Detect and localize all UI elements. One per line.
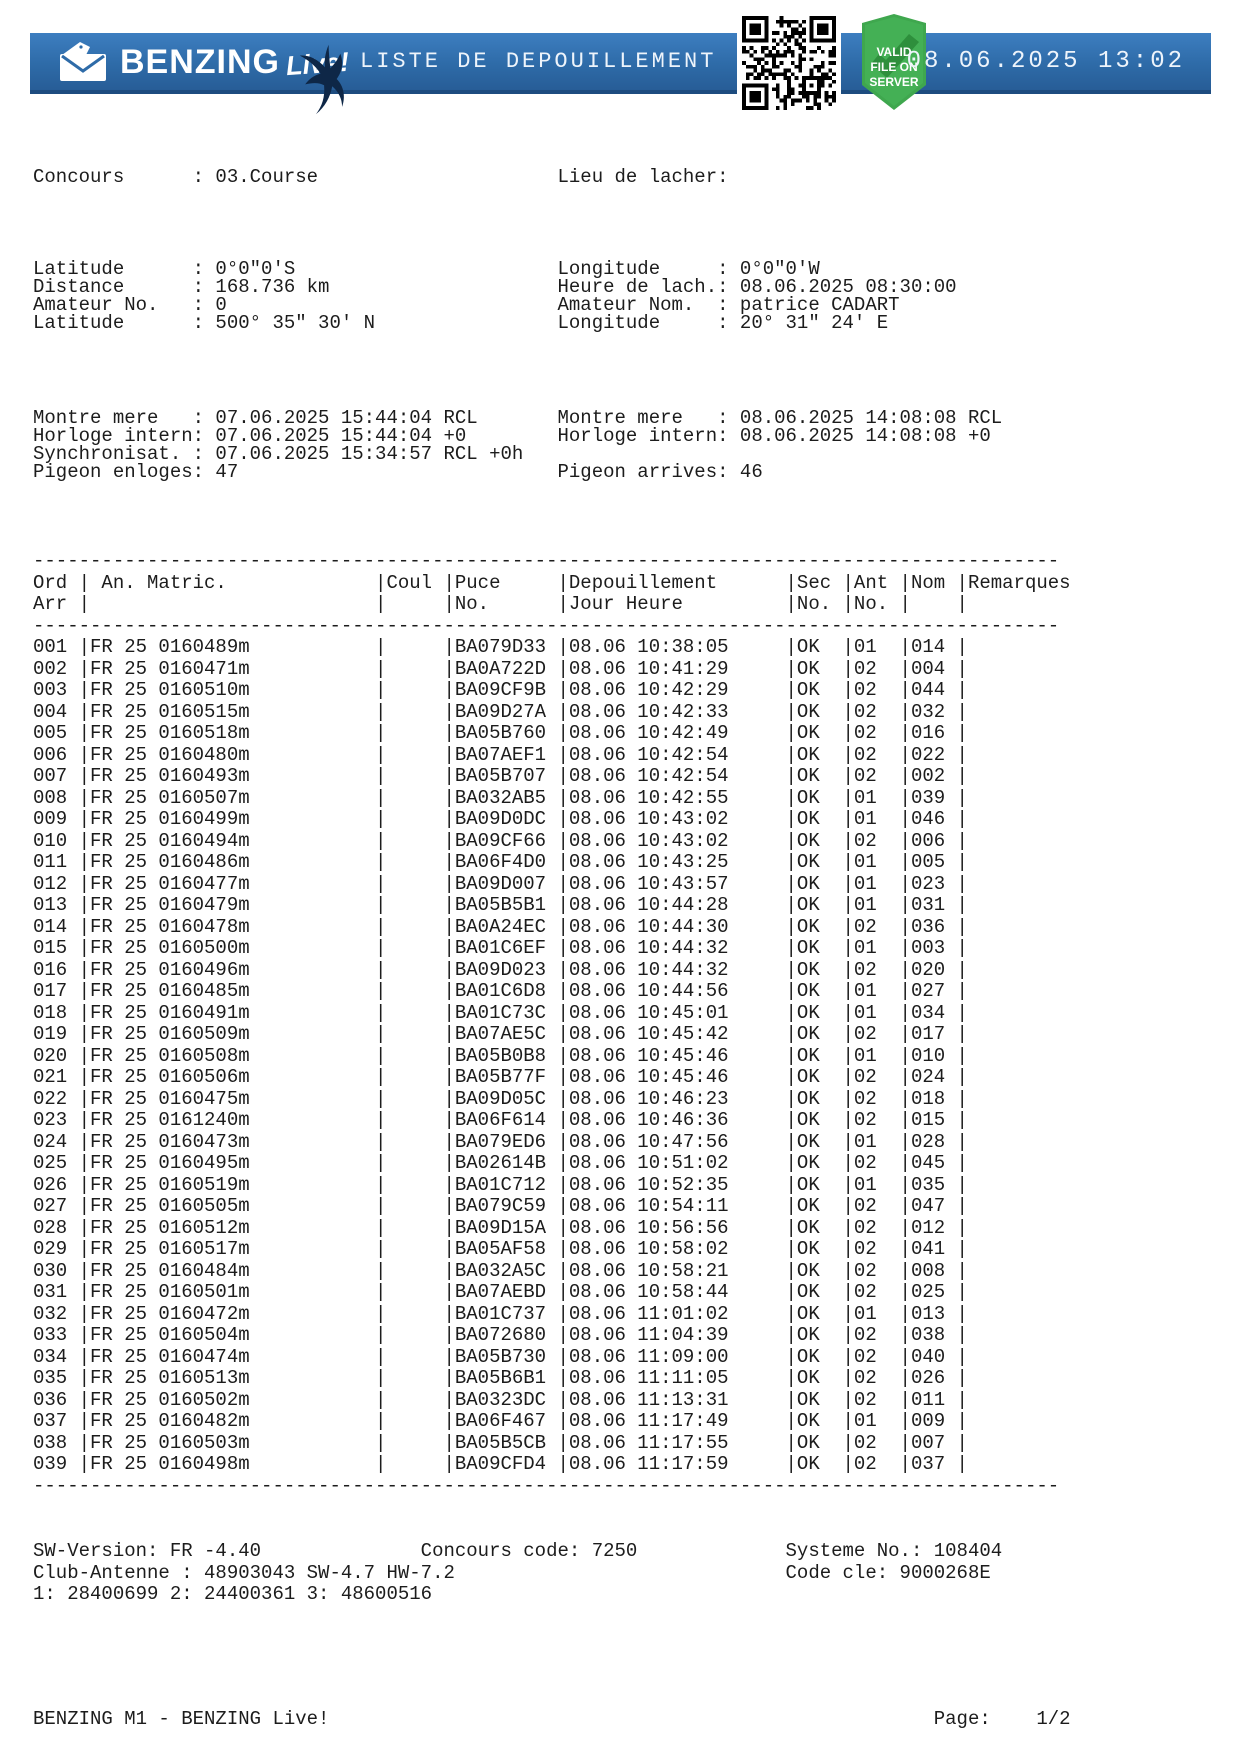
badge-line-3: SERVER (869, 75, 918, 89)
envelope-icon (60, 42, 106, 81)
header-timestamp: 08.06.2025 13:02 (906, 48, 1185, 75)
table-row: 021 |FR 25 0160506m | |BA05B77F |08.06 1… (33, 1066, 968, 1088)
table-row: 024 |FR 25 0160473m | |BA079ED6 |08.06 1… (33, 1130, 968, 1153)
info-line: Synchronisat. : 07.06.2025 15:34:57 RCL … (33, 443, 524, 465)
table-row: 038 |FR 25 0160503m | |BA05B5CB |08.06 1… (33, 1431, 968, 1454)
table-row: 013 |FR 25 0160479m | |BA05B5B1 |08.06 1… (33, 894, 968, 916)
table-row: 019 |FR 25 0160509m | |BA07AE5C |08.06 1… (33, 1023, 968, 1045)
table-row: 035 |FR 25 0160513m | |BA05B6B1 |08.06 1… (33, 1367, 968, 1389)
info-line: Distance : 168.736 km Heure de lach.: 08… (33, 276, 957, 298)
bird-icon (299, 44, 344, 115)
footer-line: Club-Antenne : 48903043 SW-4.7 HW-7.2 Co… (33, 1561, 991, 1584)
info-line: Concours : 03.Course Lieu de lacher: (33, 166, 740, 188)
table-row: 010 |FR 25 0160494m | |BA09CF66 |08.06 1… (33, 829, 968, 852)
table-row: 011 |FR 25 0160486m | |BA06F4D0 |08.06 1… (33, 851, 968, 873)
brand-text: BENZING (120, 43, 280, 81)
table-row: 029 |FR 25 0160517m | |BA05AF58 |08.06 1… (33, 1238, 968, 1260)
table-row: 037 |FR 25 0160482m | |BA06F467 |08.06 1… (33, 1410, 968, 1432)
table-row: 020 |FR 25 0160508m | |BA05B0B8 |08.06 1… (33, 1044, 968, 1067)
table-row: 036 |FR 25 0160502m | |BA0323DC |08.06 1… (33, 1388, 968, 1411)
table-row: 002 |FR 25 0160471m | |BA0A722D |08.06 1… (33, 657, 968, 680)
table-row: 033 |FR 25 0160504m | |BA072680 |08.06 1… (33, 1324, 968, 1346)
badge-line-2: FILE ON (870, 60, 917, 74)
table-header-row: Arr | | |No. |Jour Heure |No. |No. | | (33, 593, 968, 615)
badge-line-1: VALID (876, 45, 911, 59)
table-row: 015 |FR 25 0160500m | |BA01C6EF |08.06 1… (33, 937, 968, 959)
table-row: 003 |FR 25 0160510m | |BA09CF9B |08.06 1… (33, 679, 968, 701)
info-line: Latitude : 0°0"0'S Longitude : 0°0"0'W (33, 258, 820, 280)
table-row: 039 |FR 25 0160498m | |BA09CFD4 |08.06 1… (33, 1453, 968, 1475)
table-header-row: Ord | An. Matric. |Coul |Puce |Depouille… (33, 571, 1071, 594)
table-row: 008 |FR 25 0160507m | |BA032AB5 |08.06 1… (33, 786, 968, 809)
table-row: 034 |FR 25 0160474m | |BA05B730 |08.06 1… (33, 1345, 968, 1368)
table-row: 009 |FR 25 0160499m | |BA09D0DC |08.06 1… (33, 808, 968, 830)
table-row: 025 |FR 25 0160495m | |BA02614B |08.06 1… (33, 1152, 968, 1174)
table-row: 023 |FR 25 0161240m | |BA06F614 |08.06 1… (33, 1109, 968, 1131)
table-row: 031 |FR 25 0160501m | |BA07AEBD |08.06 1… (33, 1281, 968, 1303)
report-body: Concours : 03.Course Lieu de lacher: Lat… (33, 124, 1071, 1650)
info-line: Amateur No. : 0 Amateur Nom. : patrice C… (33, 294, 900, 316)
table-row: 032 |FR 25 0160472m | |BA01C737 |08.06 1… (33, 1302, 968, 1325)
table-row: 004 |FR 25 0160515m | |BA09D27A |08.06 1… (33, 700, 968, 723)
info-line: Pigeon enloges: 47 Pigeon arrives: 46 (33, 461, 763, 483)
report-table: ----------------------------------------… (33, 550, 1071, 1497)
table-row: 027 |FR 25 0160505m | |BA079C59 |08.06 1… (33, 1195, 968, 1217)
table-row: 005 |FR 25 0160518m | |BA05B760 |08.06 1… (33, 722, 968, 744)
qr-code (737, 10, 841, 116)
table-row: 022 |FR 25 0160475m | |BA09D05C |08.06 1… (33, 1087, 968, 1110)
table-row: 030 |FR 25 0160484m | |BA032A5C |08.06 1… (33, 1259, 968, 1282)
footer-line: 1: 28400699 2: 24400361 3: 48600516 (33, 1583, 433, 1605)
info-group-location: Latitude : 0°0"0'S Longitude : 0°0"0'W Di… (33, 258, 1071, 334)
page-footer-line: BENZING M1 - BENZING Live! Page: 1/2 (33, 1708, 1071, 1730)
table-row: 014 |FR 25 0160478m | |BA0A24EC |08.06 1… (33, 915, 968, 938)
info-group-concours: Concours : 03.Course Lieu de lacher: (33, 166, 1071, 188)
separator-line: ----------------------------------------… (33, 1474, 1060, 1497)
table-row: 017 |FR 25 0160485m | |BA01C6D8 |08.06 1… (33, 980, 968, 1002)
table-row: 001 |FR 25 0160489m | |BA079D33 |08.06 1… (33, 636, 968, 658)
info-line: Latitude : 500° 35" 30' N Longitude : 20… (33, 312, 889, 334)
table-row: 028 |FR 25 0160512m | |BA09D15A |08.06 1… (33, 1216, 968, 1239)
table-row: 012 |FR 25 0160477m | |BA09D007 |08.06 1… (33, 872, 968, 895)
valid-file-badge: VALID FILE ON SERVER (862, 14, 926, 110)
page-footer: BENZING M1 - BENZING Live! Page: 1/2 (33, 1708, 1071, 1730)
table-row: 018 |FR 25 0160491m | |BA01C73C |08.06 1… (33, 1001, 968, 1024)
table-row: 016 |FR 25 0160496m | |BA09D023 |08.06 1… (33, 958, 968, 981)
info-group-clocks: Montre mere : 07.06.2025 15:44:04 RCL Mo… (33, 407, 1071, 483)
separator-line: ----------------------------------------… (33, 614, 1060, 637)
info-line: Horloge intern: 07.06.2025 15:44:04 +0 H… (33, 425, 991, 447)
separator-line: ----------------------------------------… (33, 550, 1060, 572)
report-title: LISTE DE DEPOUILLEMENT (360, 49, 717, 74)
table-row: 026 |FR 25 0160519m | |BA01C712 |08.06 1… (33, 1173, 968, 1196)
report-footer: SW-Version: FR -4.40 Concours code: 7250… (33, 1540, 1071, 1606)
info-line: Montre mere : 07.06.2025 15:44:04 RCL Mo… (33, 407, 1003, 429)
footer-line: SW-Version: FR -4.40 Concours code: 7250… (33, 1540, 1003, 1562)
table-row: 007 |FR 25 0160493m | |BA05B707 |08.06 1… (33, 765, 968, 787)
table-row: 006 |FR 25 0160480m | |BA07AEF1 |08.06 1… (33, 743, 968, 766)
